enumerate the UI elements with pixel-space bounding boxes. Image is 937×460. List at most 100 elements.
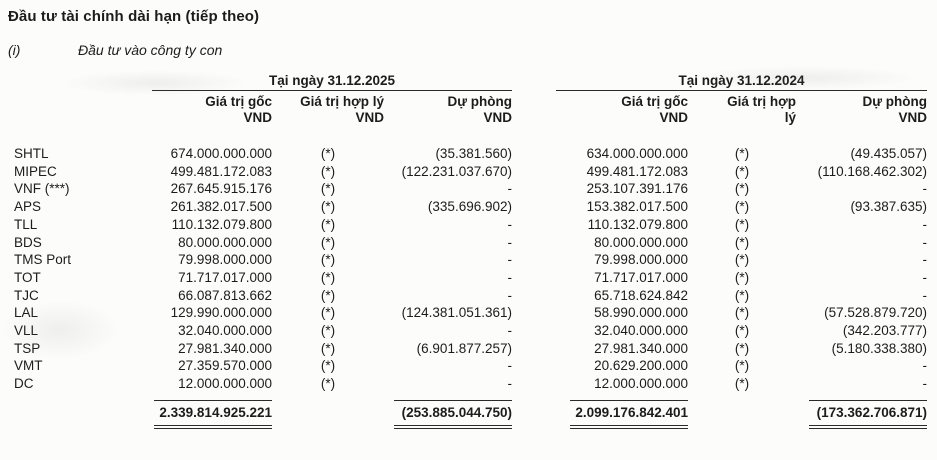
cost-2024-value: 58.990.000.000 (594, 305, 688, 321)
provision-2025-value: - (507, 287, 513, 303)
fair-value-2024-value: (*) (734, 269, 750, 285)
table-body: SHTL 674.000.000.000 (*) (35.381.560) 63… (14, 145, 937, 393)
group-header-2025: Tại ngày 31.12.2025 (152, 73, 512, 91)
cost-2024-value: 71.717.017.000 (594, 269, 688, 285)
table-row: VNF (***) 267.645.915.176 (*) - 253.107.… (14, 180, 937, 198)
table-row: TSP 27.981.340.000 (*) (6.901.877.257) 2… (14, 340, 937, 358)
table-totals-row: 2.339.814.925.221 (253.885.044.750) 2.09… (14, 399, 937, 429)
cost-2024-value: 32.040.000.000 (594, 323, 688, 339)
provision-2025-value: - (507, 376, 513, 392)
cost-2025-value: 27.359.570.000 (178, 358, 272, 374)
cost-2024-value: 634.000.000.000 (586, 146, 688, 161)
fair-value-2025-value: (*) (320, 234, 336, 250)
provision-2024-value: (110.168.462.302) (817, 163, 927, 179)
cost-2024-value: 499.481.172.083 (586, 163, 688, 179)
table-row: MIPEC 499.481.172.083 (*) (122.231.037.6… (14, 163, 937, 181)
fair-value-2025-value: (*) (320, 376, 336, 392)
provision-2025-value: - (507, 181, 513, 197)
provision-2025-value: - (507, 216, 513, 232)
fair-value-2024-value: (*) (734, 287, 750, 303)
cost-2025-value: 129.990.000.000 (170, 305, 272, 321)
section-title: Đầu tư vào công ty con (78, 42, 223, 58)
cost-2025-value: 674.000.000.000 (170, 146, 272, 161)
fair-value-2024-value: (*) (734, 340, 750, 356)
cost-2025-value: 27.981.340.000 (178, 340, 272, 356)
total-cost-2025: 2.339.814.925.221 (154, 399, 272, 429)
table-row: TOT 71.717.017.000 (*) - 71.717.017.000 … (14, 269, 937, 287)
table-row: DC 12.000.000.000 (*) - 12.000.000.000 (… (14, 375, 937, 393)
col-header-fair-2025: Giá trị hợp lý VND (300, 94, 384, 125)
provision-2024-value: - (922, 234, 928, 250)
subsidiary-name: BDS (14, 234, 42, 250)
col-header-provision-2024: Dự phòng VND (862, 94, 927, 125)
subsidiary-name: TLL (14, 216, 38, 232)
table-column-header-row: Giá trị gốc VND Giá trị hợp lý VND Dự ph… (14, 91, 937, 126)
table-row: BDS 80.000.000.000 (*) - 80.000.000.000 … (14, 234, 937, 252)
provision-2024-value: - (922, 216, 928, 232)
cost-2025-value: 267.645.915.176 (170, 181, 272, 197)
page-title: Đầu tư tài chính dài hạn (tiếp theo) (8, 8, 260, 25)
provision-2024-value: - (922, 358, 928, 374)
table-row: TJC 66.087.813.662 (*) - 65.718.624.842 … (14, 287, 937, 305)
col-header-provision-2025: Dự phòng VND (447, 94, 512, 125)
cost-2025-value: 71.717.017.000 (178, 269, 272, 285)
provision-2024-value: (49.435.057) (850, 146, 927, 161)
table-row: VMT 27.359.570.000 (*) - 20.629.200.000 … (14, 357, 937, 375)
fair-value-2024-value: (*) (734, 376, 750, 392)
total-cost-2024: 2.099.176.842.401 (570, 399, 688, 429)
subsidiary-name: APS (14, 199, 42, 215)
provision-2024-value: - (922, 269, 928, 285)
table-group-header-row: Tại ngày 31.12.2025 Tại ngày 31.12.2024 (14, 73, 937, 91)
fair-value-2024-value: (*) (734, 358, 750, 374)
provision-2024-value: - (922, 287, 928, 303)
table-row: LAL 129.990.000.000 (*) (124.381.051.361… (14, 304, 937, 322)
table-row: TMS Port 79.998.000.000 (*) - 79.998.000… (14, 251, 937, 269)
provision-2024-value: - (922, 181, 928, 197)
fair-value-2025-value: (*) (320, 340, 336, 356)
cost-2024-value: 110.132.079.800 (587, 216, 688, 232)
cost-2025-value: 261.382.017.500 (170, 199, 272, 215)
fair-value-2025-value: (*) (320, 181, 336, 197)
table-row: TLL 110.132.079.800 (*) - 110.132.079.80… (14, 216, 937, 234)
subsidiary-name: TMS Port (14, 252, 72, 268)
cost-2024-value: 79.998.000.000 (594, 252, 688, 268)
subsidiary-name: MIPEC (14, 163, 57, 179)
fair-value-2024-value: (*) (734, 305, 750, 321)
fair-value-2024-value: (*) (734, 323, 750, 339)
fair-value-2024-value: (*) (734, 181, 750, 197)
provision-2025-value: (335.696.902) (427, 199, 512, 215)
provision-2025-value: (124.381.051.361) (401, 305, 512, 321)
cost-2025-value: 32.040.000.000 (178, 323, 272, 339)
subsidiary-name: SHTL (14, 146, 49, 161)
cost-2024-value: 12.000.000.000 (594, 376, 688, 392)
fair-value-2025-value: (*) (320, 163, 336, 179)
provision-2024-value: (57.528.879.720) (824, 305, 927, 321)
provision-2024-value: (342.203.777) (842, 323, 927, 339)
fair-value-2024-value: (*) (734, 234, 750, 250)
provision-2024-value: (93.387.635) (850, 199, 927, 215)
subsidiary-name: TJC (14, 287, 39, 303)
cost-2024-value: 27.981.340.000 (594, 340, 688, 356)
provision-2025-value: - (507, 323, 513, 339)
group-header-2024: Tại ngày 31.12.2024 (556, 73, 927, 91)
provision-2025-value: - (507, 234, 513, 250)
cost-2024-value: 153.382.017.500 (586, 199, 688, 215)
fair-value-2025-value: (*) (320, 216, 336, 232)
fair-value-2025-value: (*) (320, 287, 336, 303)
subsidiary-name: TSP (14, 340, 41, 356)
table-row: SHTL 674.000.000.000 (*) (35.381.560) 63… (14, 145, 937, 163)
fair-value-2024-value: (*) (734, 216, 750, 232)
provision-2025-value: - (507, 252, 513, 268)
cost-2025-value: 12.000.000.000 (178, 376, 272, 392)
fair-value-2025-value: (*) (320, 199, 336, 215)
provision-2025-value: - (507, 358, 513, 374)
investments-table: Tại ngày 31.12.2025 Tại ngày 31.12.2024 … (0, 73, 937, 429)
table-row: VLL 32.040.000.000 (*) - 32.040.000.000 … (14, 322, 937, 340)
fair-value-2025-value: (*) (320, 358, 336, 374)
fair-value-2025-value: (*) (320, 305, 336, 321)
col-header-cost-2025: Giá trị gốc VND (205, 94, 272, 125)
subsidiary-name: VLL (14, 323, 39, 339)
subsidiary-name: LAL (14, 305, 39, 321)
subsidiary-name: DC (14, 376, 34, 392)
fair-value-2025-value: (*) (320, 146, 336, 161)
